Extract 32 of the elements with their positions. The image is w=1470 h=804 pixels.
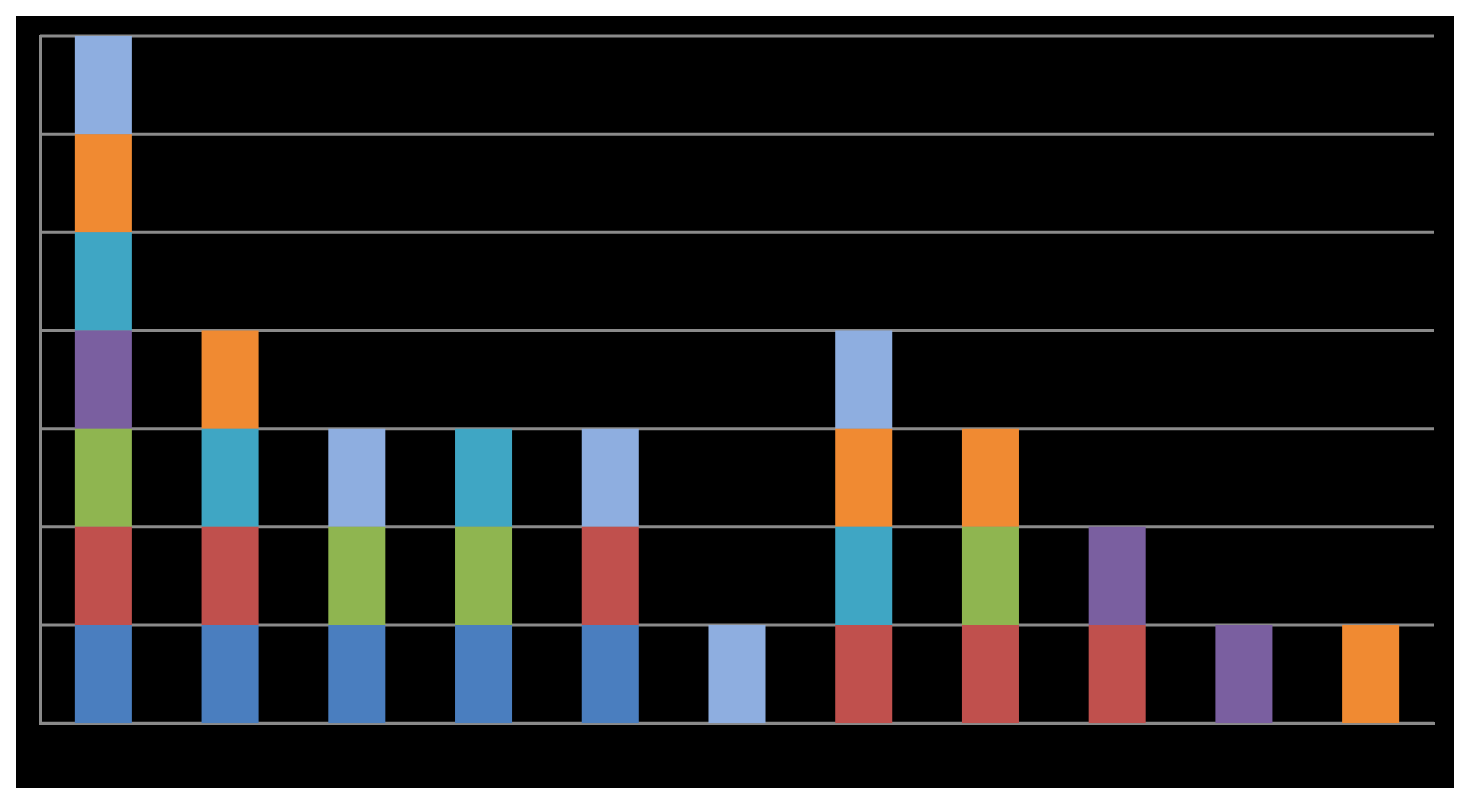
bar [581,428,639,527]
bar [835,526,893,626]
bar [201,330,259,429]
bar [1342,625,1400,724]
bar [328,428,386,527]
bar [74,428,132,527]
bar [961,428,1019,527]
bar [708,625,766,724]
bar [74,526,132,626]
bar [581,625,639,724]
bar [1088,625,1146,724]
bar [201,428,259,527]
bar [1088,526,1146,626]
bar [201,526,259,626]
bar [961,526,1019,626]
bar [328,526,386,626]
bar [961,625,1019,724]
bar [835,428,893,527]
bar [74,232,132,331]
bar [455,428,513,527]
bar [74,625,132,724]
bar [455,625,513,724]
bar [74,134,132,233]
bar [74,36,132,135]
bar [74,330,132,429]
bar [1215,625,1273,724]
bar [835,330,893,429]
bar [201,625,259,724]
bar [835,625,893,724]
bar [328,625,386,724]
bar [581,526,639,626]
bar [455,526,513,626]
